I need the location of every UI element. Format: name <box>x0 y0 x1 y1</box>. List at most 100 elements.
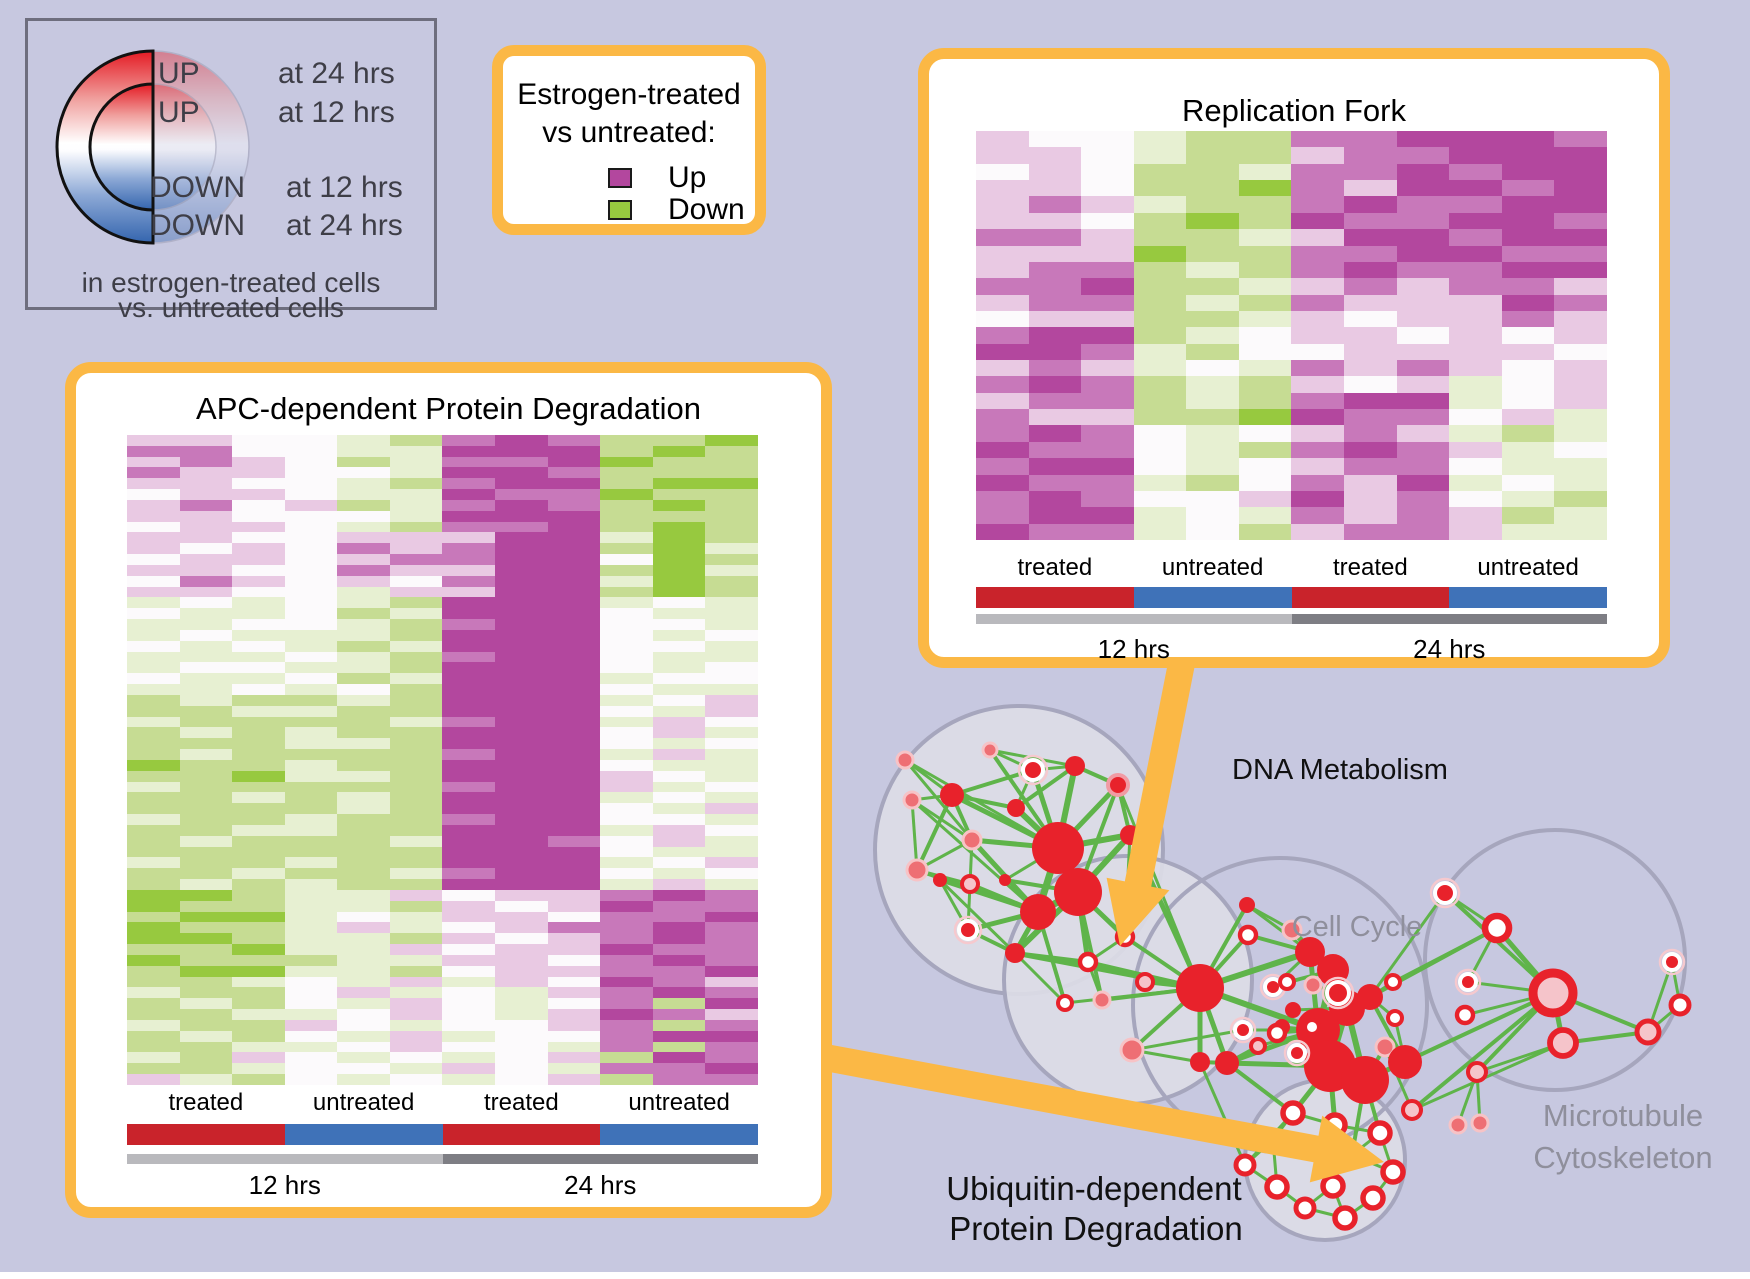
heatmap-cell <box>495 608 548 620</box>
cluster-label: Microtubule <box>1543 1098 1703 1133</box>
heatmap-cell <box>547 694 601 706</box>
heatmap-cell <box>495 456 548 468</box>
heatmap-cell <box>337 640 390 652</box>
heatmap-cell <box>547 619 601 630</box>
heatmap-cell <box>284 987 338 999</box>
heatmap-cell <box>1396 294 1450 311</box>
heatmap-cell <box>1291 490 1345 508</box>
heatmap-cell <box>442 575 496 587</box>
heatmap-cell <box>976 507 1029 524</box>
heatmap-cell <box>389 629 443 641</box>
network-node <box>895 750 915 770</box>
heatmap-cell <box>284 435 338 446</box>
group-bar-segment <box>284 1124 443 1145</box>
heatmap-cell <box>495 738 548 750</box>
heatmap-cell <box>600 933 653 945</box>
heatmap-cell <box>337 824 390 836</box>
heatmap-cell <box>284 846 338 858</box>
heatmap-cell <box>1238 392 1292 410</box>
heatmap-cell <box>179 965 233 977</box>
heatmap-cell <box>127 1041 180 1053</box>
key-title-line2: vs untreated: <box>542 116 716 149</box>
heatmap-cell <box>442 445 496 457</box>
heatmap-cell <box>495 651 548 663</box>
heatmap-cell <box>495 846 548 858</box>
heatmap-cell <box>547 965 601 977</box>
heatmap-cell <box>1554 523 1607 540</box>
network-node <box>1433 881 1457 905</box>
network-node <box>1360 1185 1386 1211</box>
heatmap-cell <box>389 814 443 825</box>
heatmap-cell <box>389 554 443 565</box>
heatmap-cell <box>1396 212 1450 230</box>
heatmap-cell <box>1133 360 1187 377</box>
heatmap-cell <box>1291 392 1345 410</box>
heatmap-cell <box>1081 490 1134 508</box>
heatmap-cell <box>442 1052 496 1064</box>
heatmap-cell <box>232 998 285 1010</box>
heatmap-cell <box>284 954 338 966</box>
heatmap-cell <box>547 478 601 490</box>
heatmap-cell <box>337 998 390 1010</box>
heatmap-cell <box>1344 147 1397 164</box>
heatmap-cell <box>600 781 653 793</box>
cluster-label: DNA Metabolism <box>1232 754 1448 786</box>
heatmap-cell <box>442 770 496 782</box>
heatmap-cell <box>600 1041 653 1053</box>
heatmap-cell <box>495 868 548 880</box>
heatmap-cell <box>337 629 390 641</box>
heatmap-cell <box>127 716 180 728</box>
heatmap-cell <box>1186 376 1239 393</box>
heatmap-cell <box>600 727 653 739</box>
heatmap-cell <box>232 705 285 717</box>
heatmap-cell <box>442 467 496 479</box>
network-node <box>1634 1018 1662 1046</box>
network-node <box>1384 973 1402 991</box>
heatmap-cell <box>1186 245 1239 262</box>
heatmap-cell <box>1238 212 1292 230</box>
heatmap-cell <box>389 489 443 500</box>
heatmap-cell <box>1291 458 1345 475</box>
heatmap-cell <box>337 586 390 598</box>
heatmap-cell <box>705 456 758 468</box>
heatmap-cell <box>1501 523 1555 540</box>
heatmap-cell <box>495 922 548 934</box>
heatmap-cell <box>179 435 233 446</box>
heatmap-cell <box>337 792 390 804</box>
heatmap-cell <box>442 792 496 804</box>
heatmap-cell <box>1396 523 1450 540</box>
heatmap-cell <box>1501 360 1555 377</box>
heatmap-cell <box>547 597 601 609</box>
heatmap-cell <box>600 857 653 869</box>
heatmap-cell <box>600 824 653 836</box>
heatmap-cell <box>547 846 601 858</box>
heatmap-cell <box>705 738 758 750</box>
heatmap-cell <box>442 510 496 522</box>
heatmap-cell <box>1028 376 1082 393</box>
heatmap-cell <box>1449 310 1502 328</box>
legend-up-12: UP <box>158 96 200 129</box>
heatmap-cell <box>547 1074 601 1085</box>
heatmap-cell <box>1081 507 1134 524</box>
heatmap-cell <box>1501 278 1555 295</box>
concentric-ring-legend-icon <box>55 49 250 245</box>
network-edge <box>911 798 973 842</box>
heatmap-cell <box>705 911 758 923</box>
heatmap-cell <box>1081 131 1134 148</box>
group-label: untreated <box>1477 554 1579 581</box>
heatmap-cell <box>127 586 180 598</box>
heatmap-cell <box>232 684 285 695</box>
heatmap-cell <box>976 294 1029 311</box>
heatmap-cell <box>547 467 601 479</box>
heatmap-cell <box>389 640 443 652</box>
heatmap-cell <box>179 705 233 717</box>
heatmap-cell <box>1238 441 1292 459</box>
heatmap-cell <box>179 445 233 457</box>
heatmap-cell <box>442 749 496 760</box>
heatmap-cell <box>179 608 233 620</box>
heatmap-cell <box>179 478 233 490</box>
heatmap-cell <box>389 738 443 750</box>
heatmap-cell <box>652 857 706 869</box>
network-node <box>957 919 979 941</box>
